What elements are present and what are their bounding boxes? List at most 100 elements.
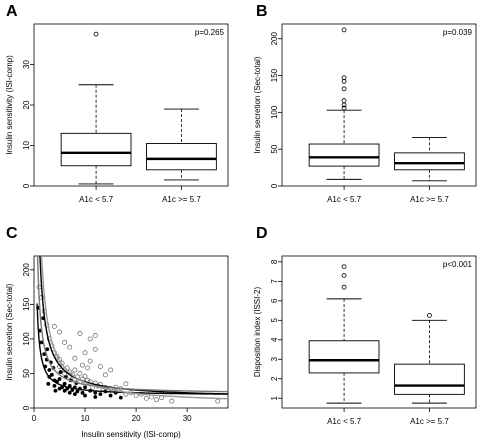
scatter-point-filled xyxy=(83,393,87,398)
scatter-point-filled xyxy=(62,388,67,393)
scatter-point-open xyxy=(215,398,221,404)
scatter-point-filled xyxy=(47,368,52,372)
box-iqr xyxy=(60,132,132,167)
scatter-point-filled xyxy=(45,347,50,352)
scatter-point-open xyxy=(72,355,78,361)
x-tick-label: A1c < 5.7 xyxy=(327,417,362,426)
scatter-point-open xyxy=(154,397,159,403)
outlier-point xyxy=(341,98,347,103)
scatter-point-open xyxy=(51,324,57,329)
y-tick-label: 30 xyxy=(22,60,31,69)
x-tick-label: A1c < 5.7 xyxy=(79,195,114,204)
y-tick-label: 50 xyxy=(22,368,31,377)
scatter-point-filled xyxy=(118,395,123,400)
fit-curve xyxy=(36,256,228,393)
y-tick-label: 7 xyxy=(270,279,279,284)
scatter-point-filled xyxy=(52,383,57,388)
x-tick-label: A1c < 5.7 xyxy=(327,195,362,204)
scatter-point-filled xyxy=(83,385,87,390)
y-axis-label: Disposition index (ISSI-2) xyxy=(253,287,262,378)
y-tick-label: 0 xyxy=(22,183,31,188)
outlier-point xyxy=(341,102,347,108)
scatter-point-filled xyxy=(75,389,80,394)
outlier-point xyxy=(427,313,432,318)
scatter-point-filled xyxy=(80,390,85,395)
scatter-point-open xyxy=(108,386,114,392)
scatter-point-filled xyxy=(39,340,44,345)
scatter-point-open xyxy=(72,367,78,373)
scatter-point-open xyxy=(82,350,88,356)
box-iqr xyxy=(146,143,217,171)
scatter-point-filled xyxy=(72,392,77,397)
y-axis-label: Insulin secretion (Sec-total) xyxy=(253,56,262,153)
x-tick-label: A1c >= 5.7 xyxy=(410,417,449,426)
y-tick-label: 100 xyxy=(270,105,279,119)
fit-curve xyxy=(40,256,228,400)
y-tick-label: 0 xyxy=(22,405,31,410)
scatter-point-filled xyxy=(93,390,98,395)
scatter-point-open xyxy=(97,364,103,369)
p-value-annotation: p<0.001 xyxy=(443,260,473,269)
box-iqr xyxy=(394,152,465,171)
y-tick-label: 150 xyxy=(22,297,31,311)
box-iqr xyxy=(308,143,380,167)
p-value-annotation: p=0.265 xyxy=(195,28,225,37)
y-tick-label: 0 xyxy=(270,183,279,188)
scatter-point-filled xyxy=(93,395,98,399)
scatter-point-open xyxy=(92,333,98,338)
scatter-point-filled xyxy=(67,390,72,395)
x-axis-label: Insulin sensitivity (ISI-comp) xyxy=(81,430,181,439)
y-tick-label: 5 xyxy=(270,318,279,323)
outlier-point xyxy=(341,86,347,92)
outlier-point xyxy=(341,75,347,81)
y-tick-label: 200 xyxy=(22,263,31,277)
y-tick-label: 100 xyxy=(22,332,31,346)
box-iqr xyxy=(308,340,380,374)
panel-a-boxplot: 0 10 20 30 Insulin sensitivity (ISI-comp) A1c… xyxy=(5,23,229,204)
x-tick-label: 20 xyxy=(132,414,141,423)
y-tick-label: 3 xyxy=(270,357,279,362)
x-tick-label: 30 xyxy=(183,414,192,423)
scatter-point-filled xyxy=(62,381,67,386)
scatter-point-filled xyxy=(49,372,54,377)
x-tick-label: 0 xyxy=(32,414,37,423)
x-tick-label: A1c >= 5.7 xyxy=(162,195,201,204)
scatter-plot-area xyxy=(36,256,228,404)
scatter-point-open xyxy=(87,336,93,342)
scatter-point-filled xyxy=(58,370,63,374)
outlier-point xyxy=(93,31,99,37)
plot-frame xyxy=(33,255,229,409)
scatter-point-open xyxy=(57,357,62,363)
scatter-point-open xyxy=(92,346,98,352)
scatter-point-open xyxy=(57,329,62,335)
y-tick-label: 20 xyxy=(22,100,31,109)
scatter-point-open xyxy=(77,330,83,336)
scatter-point-filled xyxy=(57,377,62,381)
panel-label-a: A xyxy=(6,3,18,20)
panel-label-d: D xyxy=(256,225,268,242)
fit-curve xyxy=(36,303,228,395)
plot-frame xyxy=(281,255,477,409)
scatter-point-open xyxy=(87,358,93,364)
y-tick-label: 10 xyxy=(22,141,31,150)
scatter-point-filled xyxy=(108,393,113,398)
scatter-point-open xyxy=(108,367,114,373)
outlier-point xyxy=(341,105,347,111)
scatter-point-open xyxy=(123,381,129,387)
outlier-point xyxy=(341,273,347,278)
panel-b-boxplot: 0 50 100 150 200 Insulin secretion (Sec-total… xyxy=(253,23,477,204)
scatter-point-filled xyxy=(42,352,47,357)
scatter-point-open xyxy=(62,339,68,345)
y-tick-label: 8 xyxy=(270,259,279,264)
x-tick-label: 10 xyxy=(81,414,90,423)
scatter-point-open xyxy=(82,373,88,379)
scatter-point-open xyxy=(143,395,149,401)
panel-d-boxplot: 1 2 3 4 5 6 7 8 Disposition index (ISSI-2) A1c < … xyxy=(253,255,477,426)
scatter-point-open xyxy=(169,398,175,404)
scatter-point-open xyxy=(80,362,85,368)
outlier-point xyxy=(341,284,347,290)
y-tick-label: 150 xyxy=(270,68,279,82)
x-tick-label: A1c >= 5.7 xyxy=(410,195,449,204)
